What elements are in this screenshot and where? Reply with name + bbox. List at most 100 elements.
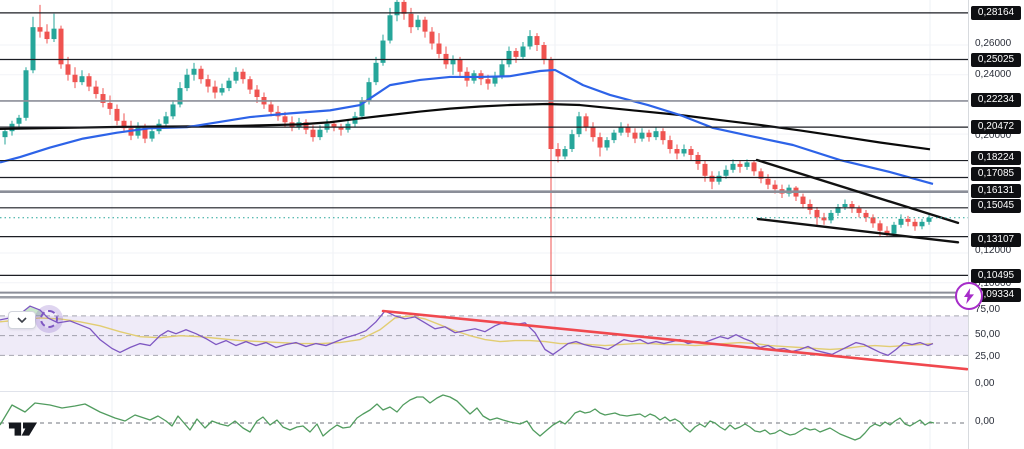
candle-body bbox=[898, 218, 904, 225]
candle-body bbox=[849, 204, 855, 209]
candle-body bbox=[93, 86, 99, 95]
candle-body bbox=[821, 217, 827, 221]
candle-body bbox=[135, 126, 141, 136]
candle-body bbox=[912, 221, 918, 227]
candle-body bbox=[366, 82, 372, 102]
candle-body bbox=[198, 68, 204, 80]
axis-price-label: 75,00 bbox=[975, 304, 1001, 315]
candle-body bbox=[310, 129, 316, 138]
candle-body bbox=[702, 163, 708, 176]
candle-body bbox=[604, 140, 610, 148]
candle-body bbox=[86, 76, 92, 87]
candle-body bbox=[121, 120, 127, 129]
axis-price-label: 50,00 bbox=[975, 329, 1001, 340]
candle-body bbox=[583, 116, 589, 127]
candle-body bbox=[730, 163, 736, 170]
candle-body bbox=[338, 126, 344, 130]
candle-body bbox=[219, 88, 225, 93]
rsi-band bbox=[0, 315, 968, 356]
rsi-pane[interactable] bbox=[0, 305, 968, 371]
price-axis[interactable]: 0,26000 0,24000 0,20000 0,12000 0,10000 75,00… bbox=[968, 0, 1024, 449]
candle-body bbox=[37, 27, 43, 32]
indicator-collapse-button[interactable] bbox=[8, 311, 36, 329]
candle-body bbox=[422, 19, 428, 32]
candle-body bbox=[884, 230, 890, 234]
candle-body bbox=[163, 116, 169, 124]
axis-price-label: 0,24000 bbox=[975, 69, 1012, 80]
candle-body bbox=[408, 13, 414, 28]
candle-body bbox=[905, 218, 911, 222]
candle-body bbox=[415, 19, 421, 28]
candle-body bbox=[737, 163, 743, 167]
oscillator-line bbox=[0, 394, 935, 441]
candle-body bbox=[303, 122, 309, 130]
candle-body bbox=[758, 171, 764, 179]
candle-body bbox=[842, 204, 848, 207]
candle-body bbox=[723, 169, 729, 176]
candle-body bbox=[716, 175, 722, 182]
axis-price-label: 0,00 bbox=[975, 416, 995, 427]
candle-body bbox=[317, 129, 323, 138]
candle-body bbox=[492, 76, 498, 84]
candle-body bbox=[527, 36, 533, 47]
tradingview-logo[interactable] bbox=[8, 419, 38, 444]
ma-fast-line bbox=[0, 68, 934, 186]
candle-body bbox=[128, 128, 134, 136]
candle-body bbox=[177, 88, 183, 105]
candle-body bbox=[247, 79, 253, 90]
candle-body bbox=[23, 70, 29, 118]
candle-body bbox=[520, 46, 526, 57]
lightning-icon bbox=[964, 288, 974, 304]
candle-body bbox=[709, 175, 715, 182]
candle-body bbox=[870, 217, 876, 224]
axis-price-label: 0,12000 bbox=[975, 245, 1012, 256]
oscillator-pane[interactable] bbox=[0, 394, 968, 441]
candles bbox=[2, 0, 932, 293]
candle-body bbox=[254, 89, 260, 98]
axis-price-label: 0,00 bbox=[975, 378, 995, 389]
axis-price-label: 25,00 bbox=[975, 351, 1001, 362]
pane-separators[interactable] bbox=[0, 296, 1024, 392]
candle-body bbox=[688, 149, 694, 155]
candle-body bbox=[814, 209, 820, 218]
candle-body bbox=[863, 212, 869, 218]
candle-body bbox=[562, 149, 568, 157]
candle-body bbox=[184, 74, 190, 89]
candle-body bbox=[268, 104, 274, 112]
candle-body bbox=[30, 27, 36, 71]
candle-body bbox=[639, 132, 645, 139]
candle-body bbox=[58, 28, 64, 65]
main-price-pane[interactable] bbox=[0, 0, 968, 294]
candle-body bbox=[387, 15, 393, 41]
candle-body bbox=[653, 131, 659, 138]
candle-body bbox=[485, 79, 491, 84]
axis-price-badge: 0,09334 bbox=[971, 288, 1021, 302]
candle-body bbox=[877, 223, 883, 231]
candle-body bbox=[618, 126, 624, 133]
candle-body bbox=[226, 80, 232, 89]
axis-price-label: 0,20000 bbox=[975, 130, 1012, 141]
candle-body bbox=[436, 43, 442, 54]
candle-body bbox=[541, 45, 547, 60]
candle-body bbox=[926, 217, 932, 222]
axis-price-badge: 0,20472 bbox=[971, 120, 1021, 134]
drawing-anchor-ring[interactable] bbox=[40, 310, 58, 328]
candle-body bbox=[807, 204, 813, 210]
candle-body bbox=[44, 31, 50, 40]
axis-price-badge: 0,13107 bbox=[971, 233, 1021, 247]
candle-body bbox=[429, 31, 435, 44]
trendline bbox=[756, 217, 960, 244]
pane-separator bbox=[0, 391, 1024, 392]
pane-separator bbox=[0, 296, 1024, 299]
candle-body bbox=[681, 149, 687, 154]
axis-price-label: 0,10000 bbox=[975, 278, 1012, 289]
candle-body bbox=[107, 102, 113, 109]
candle-body bbox=[394, 1, 400, 16]
candle-body bbox=[569, 134, 575, 150]
candle-body bbox=[772, 184, 778, 190]
candle-body bbox=[450, 59, 456, 65]
price-alert-button[interactable] bbox=[955, 282, 983, 310]
candle-body bbox=[576, 116, 582, 135]
candle-body bbox=[555, 149, 561, 157]
